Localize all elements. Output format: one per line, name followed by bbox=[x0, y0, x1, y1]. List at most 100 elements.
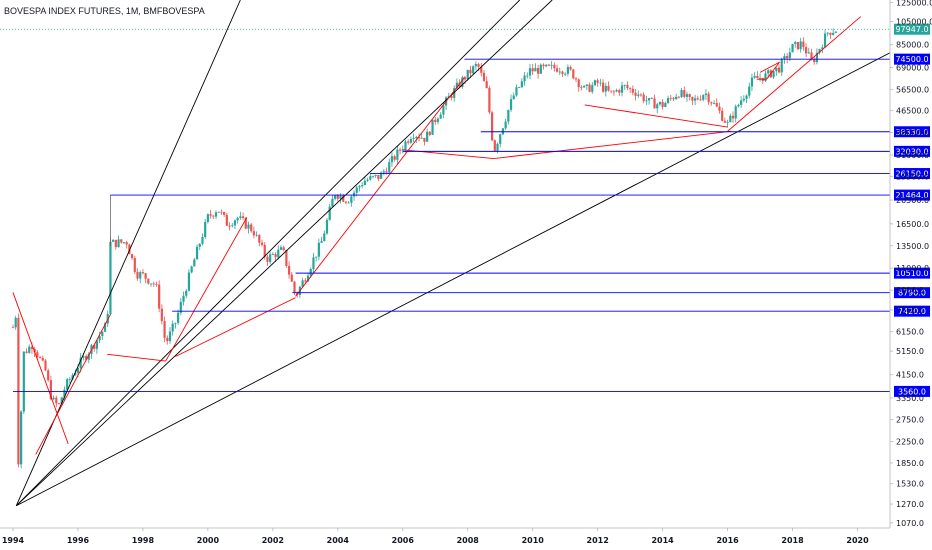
candle-body bbox=[650, 98, 653, 99]
candle-body bbox=[775, 67, 778, 72]
trend-line bbox=[12, 292, 69, 445]
candle-body bbox=[436, 118, 440, 122]
candle-body bbox=[47, 370, 50, 381]
candle-body bbox=[685, 94, 689, 97]
candle-body bbox=[485, 81, 488, 88]
candle-body bbox=[826, 32, 829, 34]
candle-body bbox=[683, 90, 686, 97]
candle-body bbox=[336, 195, 339, 199]
candle-body bbox=[241, 216, 245, 218]
candle-body bbox=[626, 85, 629, 89]
candle-body bbox=[287, 265, 291, 275]
level-badge-label: 32030.0 bbox=[895, 147, 928, 156]
level-badge-label: 3560.0 bbox=[898, 387, 926, 396]
candle-body bbox=[545, 64, 548, 67]
y-tick-label: 9000.0 bbox=[896, 286, 924, 295]
candle-body bbox=[712, 102, 716, 104]
candle-body bbox=[490, 112, 494, 141]
candle-body bbox=[52, 397, 55, 400]
last-price-layer: 97947.0 bbox=[0, 23, 930, 35]
candle-body bbox=[290, 274, 293, 282]
candle-body bbox=[344, 201, 348, 203]
candle-body bbox=[569, 67, 572, 70]
candle-body bbox=[266, 256, 269, 262]
candle-body bbox=[306, 275, 310, 282]
candle-body bbox=[68, 379, 71, 381]
candle-body bbox=[450, 96, 453, 98]
y-tick-label: 6150.0 bbox=[896, 328, 924, 337]
candle-body bbox=[236, 217, 239, 221]
candle-body bbox=[799, 41, 802, 50]
candle-body bbox=[60, 397, 63, 404]
candle-body bbox=[555, 68, 559, 72]
candle-body bbox=[185, 290, 188, 296]
candle-body bbox=[688, 94, 691, 97]
y-tick-label: 25500.0 bbox=[896, 172, 929, 181]
candle-body bbox=[217, 211, 220, 213]
candle-body bbox=[426, 131, 429, 142]
candle-body bbox=[528, 68, 532, 76]
x-tick-label: 2008 bbox=[457, 536, 480, 545]
candle-body bbox=[312, 257, 315, 269]
fan-lines-layer bbox=[15, 0, 891, 507]
candle-body bbox=[653, 98, 656, 109]
y-tick-label: 1850.0 bbox=[896, 459, 924, 468]
candle-body bbox=[279, 247, 283, 250]
candle-body bbox=[818, 49, 821, 53]
candle-body bbox=[615, 90, 618, 92]
candle-body bbox=[36, 352, 39, 358]
candle-body bbox=[231, 225, 234, 227]
candle-body bbox=[204, 221, 207, 237]
candle-body bbox=[355, 187, 358, 193]
candle-body bbox=[285, 250, 288, 266]
candle-body bbox=[377, 174, 380, 179]
candle-body bbox=[729, 115, 732, 123]
fan-line bbox=[15, 0, 553, 507]
y-tick-label: 31000.0 bbox=[896, 151, 929, 160]
candle-body bbox=[404, 141, 407, 150]
candle-body bbox=[252, 231, 255, 236]
candle-body bbox=[149, 283, 153, 285]
candle-body bbox=[144, 273, 147, 279]
y-tick-label: 1270.0 bbox=[896, 500, 924, 509]
x-tick-label: 2004 bbox=[327, 536, 350, 545]
candle-body bbox=[320, 241, 323, 243]
candle-body bbox=[737, 104, 740, 107]
candle-body bbox=[607, 85, 610, 91]
candle-body bbox=[260, 242, 264, 245]
candle-body bbox=[439, 114, 442, 119]
candle-body bbox=[209, 214, 212, 216]
level-badge-label: 10510.0 bbox=[895, 269, 928, 278]
candle-body bbox=[250, 224, 253, 232]
candle-body bbox=[198, 243, 201, 247]
candle-body bbox=[206, 214, 209, 222]
candle-body bbox=[74, 372, 77, 376]
candle-body bbox=[177, 312, 180, 323]
candle-body bbox=[41, 357, 44, 361]
candle-body bbox=[461, 77, 464, 87]
y-tick-label: 46500.0 bbox=[896, 107, 929, 116]
candle-body bbox=[366, 179, 369, 181]
candle-body bbox=[347, 202, 350, 204]
candle-body bbox=[780, 59, 783, 73]
candle-body bbox=[718, 106, 721, 111]
candle-body bbox=[225, 214, 228, 226]
level-badge-label: 74500.0 bbox=[895, 55, 928, 64]
candle-body bbox=[277, 249, 280, 258]
candle-body bbox=[639, 94, 643, 96]
candle-body bbox=[22, 351, 25, 412]
candle-body bbox=[350, 196, 353, 203]
candle-body bbox=[731, 115, 735, 119]
candle-body bbox=[696, 98, 699, 100]
candle-body bbox=[171, 323, 174, 332]
candle-body bbox=[604, 85, 607, 92]
candle-body bbox=[14, 317, 17, 328]
candle-body bbox=[201, 236, 204, 244]
candle-body bbox=[704, 93, 708, 96]
candle-body bbox=[791, 43, 794, 53]
candle-body bbox=[101, 331, 104, 337]
candle-body bbox=[160, 308, 163, 322]
level-badge bbox=[894, 53, 930, 65]
trend-line bbox=[727, 16, 862, 132]
